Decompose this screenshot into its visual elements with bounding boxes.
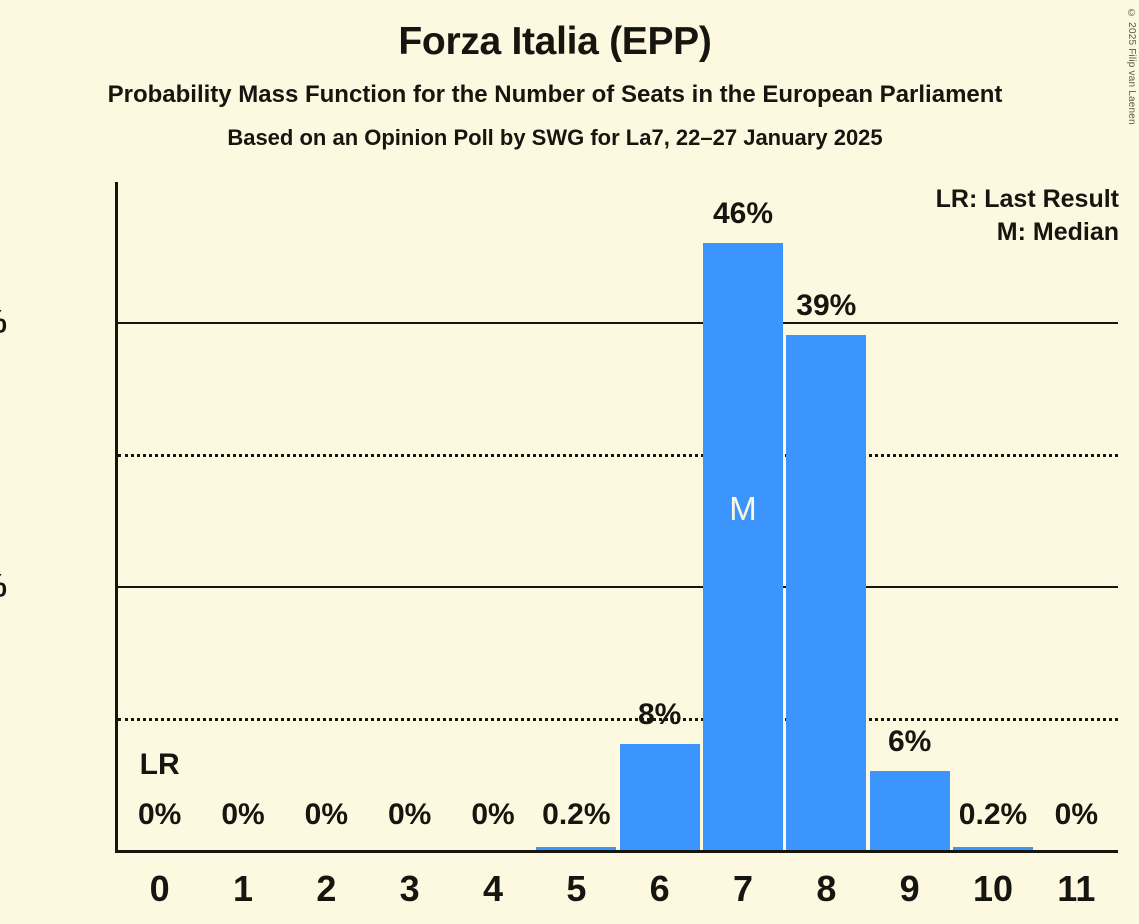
value-label-seat-3: 0% — [387, 798, 432, 831]
copyright-notice: © 2025 Filip van Laenen — [1126, 8, 1137, 125]
bar-seat-7[interactable]: M — [702, 242, 783, 850]
value-label-seat-2: 0% — [304, 798, 349, 831]
value-label-seat-0: 0% — [137, 798, 182, 831]
legend-median: M: Median — [996, 218, 1119, 246]
bar-seat-6[interactable] — [619, 744, 700, 850]
x-tick-label-4: 4 — [482, 868, 504, 909]
plot-area: M 0% LR 0% 0% 0% 0% 0.2% 8% 46% 39% 6% 0.2% 0% — [115, 182, 1118, 853]
chart-source-subtitle: Based on an Opinion Poll by SWG for La7,… — [227, 125, 883, 151]
x-tick-label-8: 8 — [816, 868, 837, 909]
gridline-10 — [118, 717, 1118, 721]
gridline-40 — [118, 321, 1118, 324]
x-tick-label-5: 5 — [566, 868, 587, 909]
bar-seat-8[interactable] — [786, 335, 867, 850]
value-label-seat-4: 0% — [471, 798, 515, 831]
gridline-30 — [118, 453, 1118, 457]
value-label-seat-8: 39% — [796, 289, 857, 323]
value-label-seat-9: 6% — [887, 724, 932, 758]
x-tick-label-7: 7 — [732, 868, 754, 909]
y-axis-line — [115, 182, 118, 853]
value-label-seat-7: 46% — [712, 196, 774, 230]
bar-seat-5[interactable] — [536, 847, 617, 850]
title-block: Forza Italia (EPP) Probability Mass Func… — [0, 0, 1110, 151]
x-tick-label-11: 11 — [1057, 868, 1096, 909]
y-tick-label-20: 20% — [0, 567, 7, 604]
x-axis-line — [115, 850, 1118, 853]
x-tick-label-9: 9 — [899, 868, 920, 909]
x-tick-label-0: 0 — [149, 868, 170, 909]
chart-subtitle: Probability Mass Function for the Number… — [107, 80, 1003, 108]
chart-title: Forza Italia (EPP) — [398, 20, 712, 63]
chart-legend: LR: Last Result M: Median — [936, 183, 1119, 249]
value-label-seat-11: 0% — [1054, 798, 1099, 831]
bar-seat-9[interactable] — [869, 770, 950, 850]
bar-seat-10[interactable] — [952, 847, 1033, 850]
value-label-seat-6: 8% — [637, 698, 682, 732]
value-label-seat-5: 0.2% — [542, 798, 611, 831]
value-label-seat-1: 0% — [221, 798, 265, 831]
gridline-20 — [118, 585, 1118, 588]
last-result-marker: LR — [139, 748, 180, 781]
x-tick-label-10: 10 — [972, 868, 1014, 909]
value-label-seat-10: 0.2% — [958, 798, 1028, 831]
y-tick-label-40: 40% — [0, 303, 7, 340]
legend-last-result: LR: Last Result — [935, 185, 1119, 213]
median-marker: M — [729, 490, 757, 527]
x-tick-label-1: 1 — [232, 868, 254, 909]
x-tick-label-2: 2 — [316, 868, 337, 909]
x-tick-label-6: 6 — [649, 868, 670, 909]
x-tick-label-3: 3 — [399, 868, 420, 909]
